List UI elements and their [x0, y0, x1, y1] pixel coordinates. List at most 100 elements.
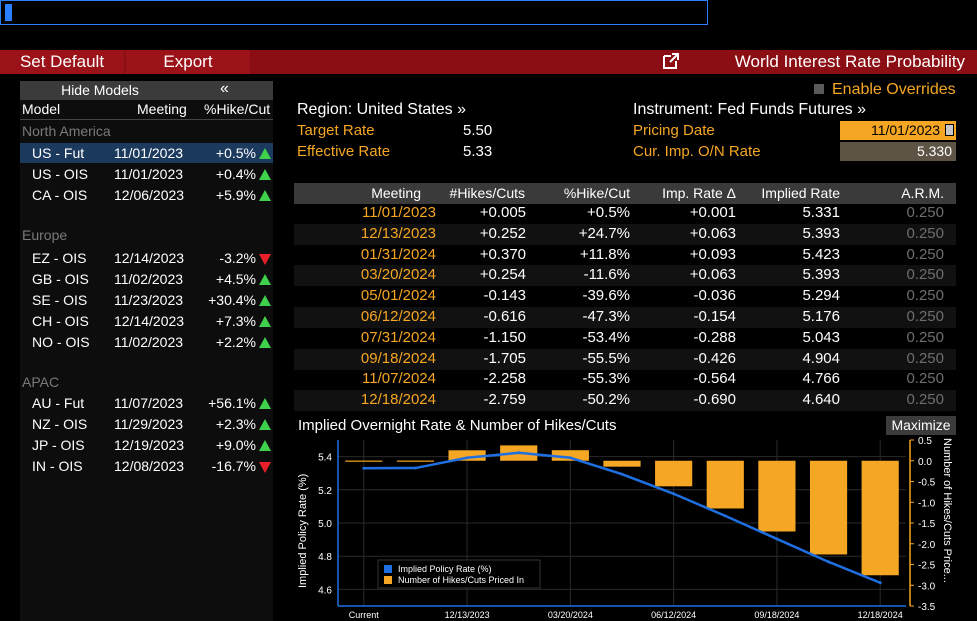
model-row[interactable]: SE - OIS 11/23/2023 +30.4%: [20, 290, 273, 310]
col-header-meeting[interactable]: Meeting: [137, 101, 187, 117]
model-pct: +4.5%: [215, 271, 256, 287]
model-pct: +2.3%: [215, 416, 256, 432]
cell-implied-rate: 5.294: [802, 287, 840, 305]
set-default-button[interactable]: Set Default: [0, 50, 124, 74]
model-meeting: 11/07/2023: [114, 395, 184, 411]
cell-implied-rate: 4.904: [802, 349, 840, 367]
command-line-input[interactable]: [0, 0, 708, 25]
model-row[interactable]: IN - OIS 12/08/2023 -16.7%: [20, 456, 273, 476]
hikes-bar[interactable]: [655, 460, 693, 487]
table-row[interactable]: 12/13/2023 +0.252 +24.7% +0.063 5.393 0.250: [294, 223, 956, 245]
table-row[interactable]: 06/12/2024 -0.616 -47.3% -0.154 5.176 0.250: [294, 307, 956, 328]
model-name: IN - OIS: [32, 458, 83, 474]
implied-rate-point[interactable]: [878, 581, 882, 585]
table-row[interactable]: 09/18/2024 -1.705 -55.5% -0.426 4.904 0.250: [294, 348, 956, 370]
implied-rate-point[interactable]: [568, 456, 572, 460]
x-tick-label: 03/20/2024: [548, 610, 593, 620]
table-row[interactable]: 11/07/2024 -2.258 -55.3% -0.564 4.766 0.250: [294, 369, 956, 390]
hikes-bar[interactable]: [345, 460, 383, 462]
chart-title: Implied Overnight Rate & Number of Hikes…: [298, 417, 617, 434]
th-meeting[interactable]: Meeting: [371, 185, 421, 201]
export-button[interactable]: Export: [126, 50, 250, 74]
table-row[interactable]: 11/01/2023 +0.005 +0.5% +0.001 5.331 0.250: [294, 203, 956, 224]
cell-imp-delta: -0.288: [693, 328, 736, 346]
cell-implied-rate: 5.043: [802, 328, 840, 346]
hikes-bar[interactable]: [396, 460, 435, 462]
implied-rate-point[interactable]: [620, 472, 624, 476]
model-name: US - Fut: [32, 145, 85, 161]
enable-overrides-checkbox[interactable]: [814, 84, 824, 94]
model-row[interactable]: GB - OIS 11/02/2023 +4.5%: [20, 269, 273, 289]
calendar-icon[interactable]: [945, 124, 954, 136]
right-tick-label: -2.0: [918, 540, 936, 551]
cell-hikes: -2.258: [483, 370, 526, 388]
hikes-bar[interactable]: [706, 460, 744, 509]
cell-meeting: 09/18/2024: [360, 349, 436, 367]
pricing-date-label: Pricing Date: [633, 122, 715, 139]
table-row[interactable]: 03/20/2024 +0.254 -11.6% +0.063 5.393 0.250: [294, 265, 956, 287]
legend-swatch-bars: [384, 576, 392, 584]
th-pct[interactable]: %Hike/Cut: [563, 185, 630, 201]
model-row[interactable]: NZ - OIS 11/29/2023 +2.3%: [20, 414, 273, 434]
model-row[interactable]: AU - Fut 11/07/2023 +56.1%: [20, 393, 273, 413]
implied-rate-point[interactable]: [465, 456, 469, 460]
model-row[interactable]: EZ - OIS 12/14/2023 -3.2%: [20, 248, 273, 268]
cell-pct: -39.6%: [582, 287, 630, 305]
implied-rate-chart[interactable]: 5.4 5.2 5.0 4.8 4.6 0.5 0.0 -0.5 -1.0 -1.5 -2.0 -2.…: [294, 436, 977, 621]
cell-hikes: +0.252: [479, 224, 526, 242]
left-tick-label: 4.6: [318, 585, 332, 596]
th-imp-rate-delta[interactable]: Imp. Rate Δ: [662, 185, 736, 201]
col-header-model[interactable]: Model: [22, 101, 61, 117]
implied-rate-point[interactable]: [723, 514, 727, 518]
implied-rate-point[interactable]: [517, 451, 521, 455]
external-link-icon[interactable]: [662, 52, 680, 70]
model-row[interactable]: NO - OIS 11/02/2023 +2.2%: [20, 332, 273, 352]
col-header-pct[interactable]: %Hike/Cut: [204, 101, 271, 117]
implied-rate-point[interactable]: [775, 537, 779, 541]
model-name: US - OIS: [32, 166, 89, 182]
region-selector[interactable]: Region: United States »: [297, 101, 466, 118]
cell-hikes: -1.150: [483, 328, 526, 346]
model-row[interactable]: US - OIS 11/01/2023 +0.4%: [20, 164, 273, 184]
table-row[interactable]: 05/01/2024 -0.143 -39.6% -0.036 5.294 0.250: [294, 286, 956, 307]
hikes-bar[interactable]: [809, 460, 848, 555]
hikes-bar[interactable]: [861, 460, 899, 576]
right-tick-label: 0.5: [918, 436, 932, 447]
cell-imp-delta: -0.564: [693, 370, 736, 388]
model-name: AU - Fut: [32, 395, 85, 411]
cell-arm: 0.250: [906, 287, 944, 305]
hikes-bar[interactable]: [448, 450, 486, 461]
th-hikes[interactable]: #Hikes/Cuts: [449, 185, 525, 201]
table-row[interactable]: 12/18/2024 -2.759 -50.2% -0.690 4.640 0.250: [294, 390, 956, 412]
on-rate-field[interactable]: 5.330: [840, 142, 956, 161]
table-row[interactable]: 07/31/2024 -1.150 -53.4% -0.288 5.043 0.250: [294, 328, 956, 349]
model-meeting: 11/01/2023: [114, 166, 184, 182]
model-row[interactable]: JP - OIS 12/19/2023 +9.0%: [20, 435, 273, 455]
hikes-bar[interactable]: [603, 460, 641, 467]
model-meeting: 12/14/2023: [114, 250, 185, 266]
maximize-button[interactable]: Maximize: [886, 416, 956, 435]
model-name: CA - OIS: [32, 187, 88, 203]
implied-rate-point[interactable]: [827, 560, 831, 564]
implied-rate-point[interactable]: [413, 466, 417, 470]
up-arrow-icon: [259, 337, 271, 348]
model-meeting: 12/14/2023: [114, 313, 185, 329]
collapse-chevron-icon[interactable]: «: [220, 80, 229, 97]
th-implied-rate[interactable]: Implied Rate: [761, 185, 840, 201]
pricing-date-field[interactable]: 11/01/2023: [840, 121, 956, 140]
enable-overrides-label[interactable]: Enable Overrides: [832, 81, 956, 98]
hikes-bar[interactable]: [551, 450, 589, 461]
th-arm[interactable]: A.R.M.: [901, 185, 944, 201]
implied-rate-point[interactable]: [362, 466, 366, 470]
target-rate-value: 5.50: [463, 122, 493, 139]
implied-rate-point[interactable]: [672, 492, 676, 496]
hide-models-button[interactable]: Hide Models «: [20, 80, 273, 100]
cell-meeting: 11/07/2024: [362, 370, 436, 388]
table-row[interactable]: 01/31/2024 +0.370 +11.8% +0.093 5.423 0.250: [294, 245, 956, 266]
model-row[interactable]: CA - OIS 12/06/2023 +5.9%: [20, 185, 273, 205]
model-row[interactable]: CH - OIS 12/14/2023 +7.3%: [20, 311, 273, 331]
hikes-bar[interactable]: [758, 460, 796, 532]
cell-imp-delta: +0.063: [689, 224, 736, 242]
instrument-selector[interactable]: Instrument: Fed Funds Futures »: [633, 101, 866, 118]
model-row[interactable]: US - Fut 11/01/2023 +0.5%: [20, 143, 273, 163]
